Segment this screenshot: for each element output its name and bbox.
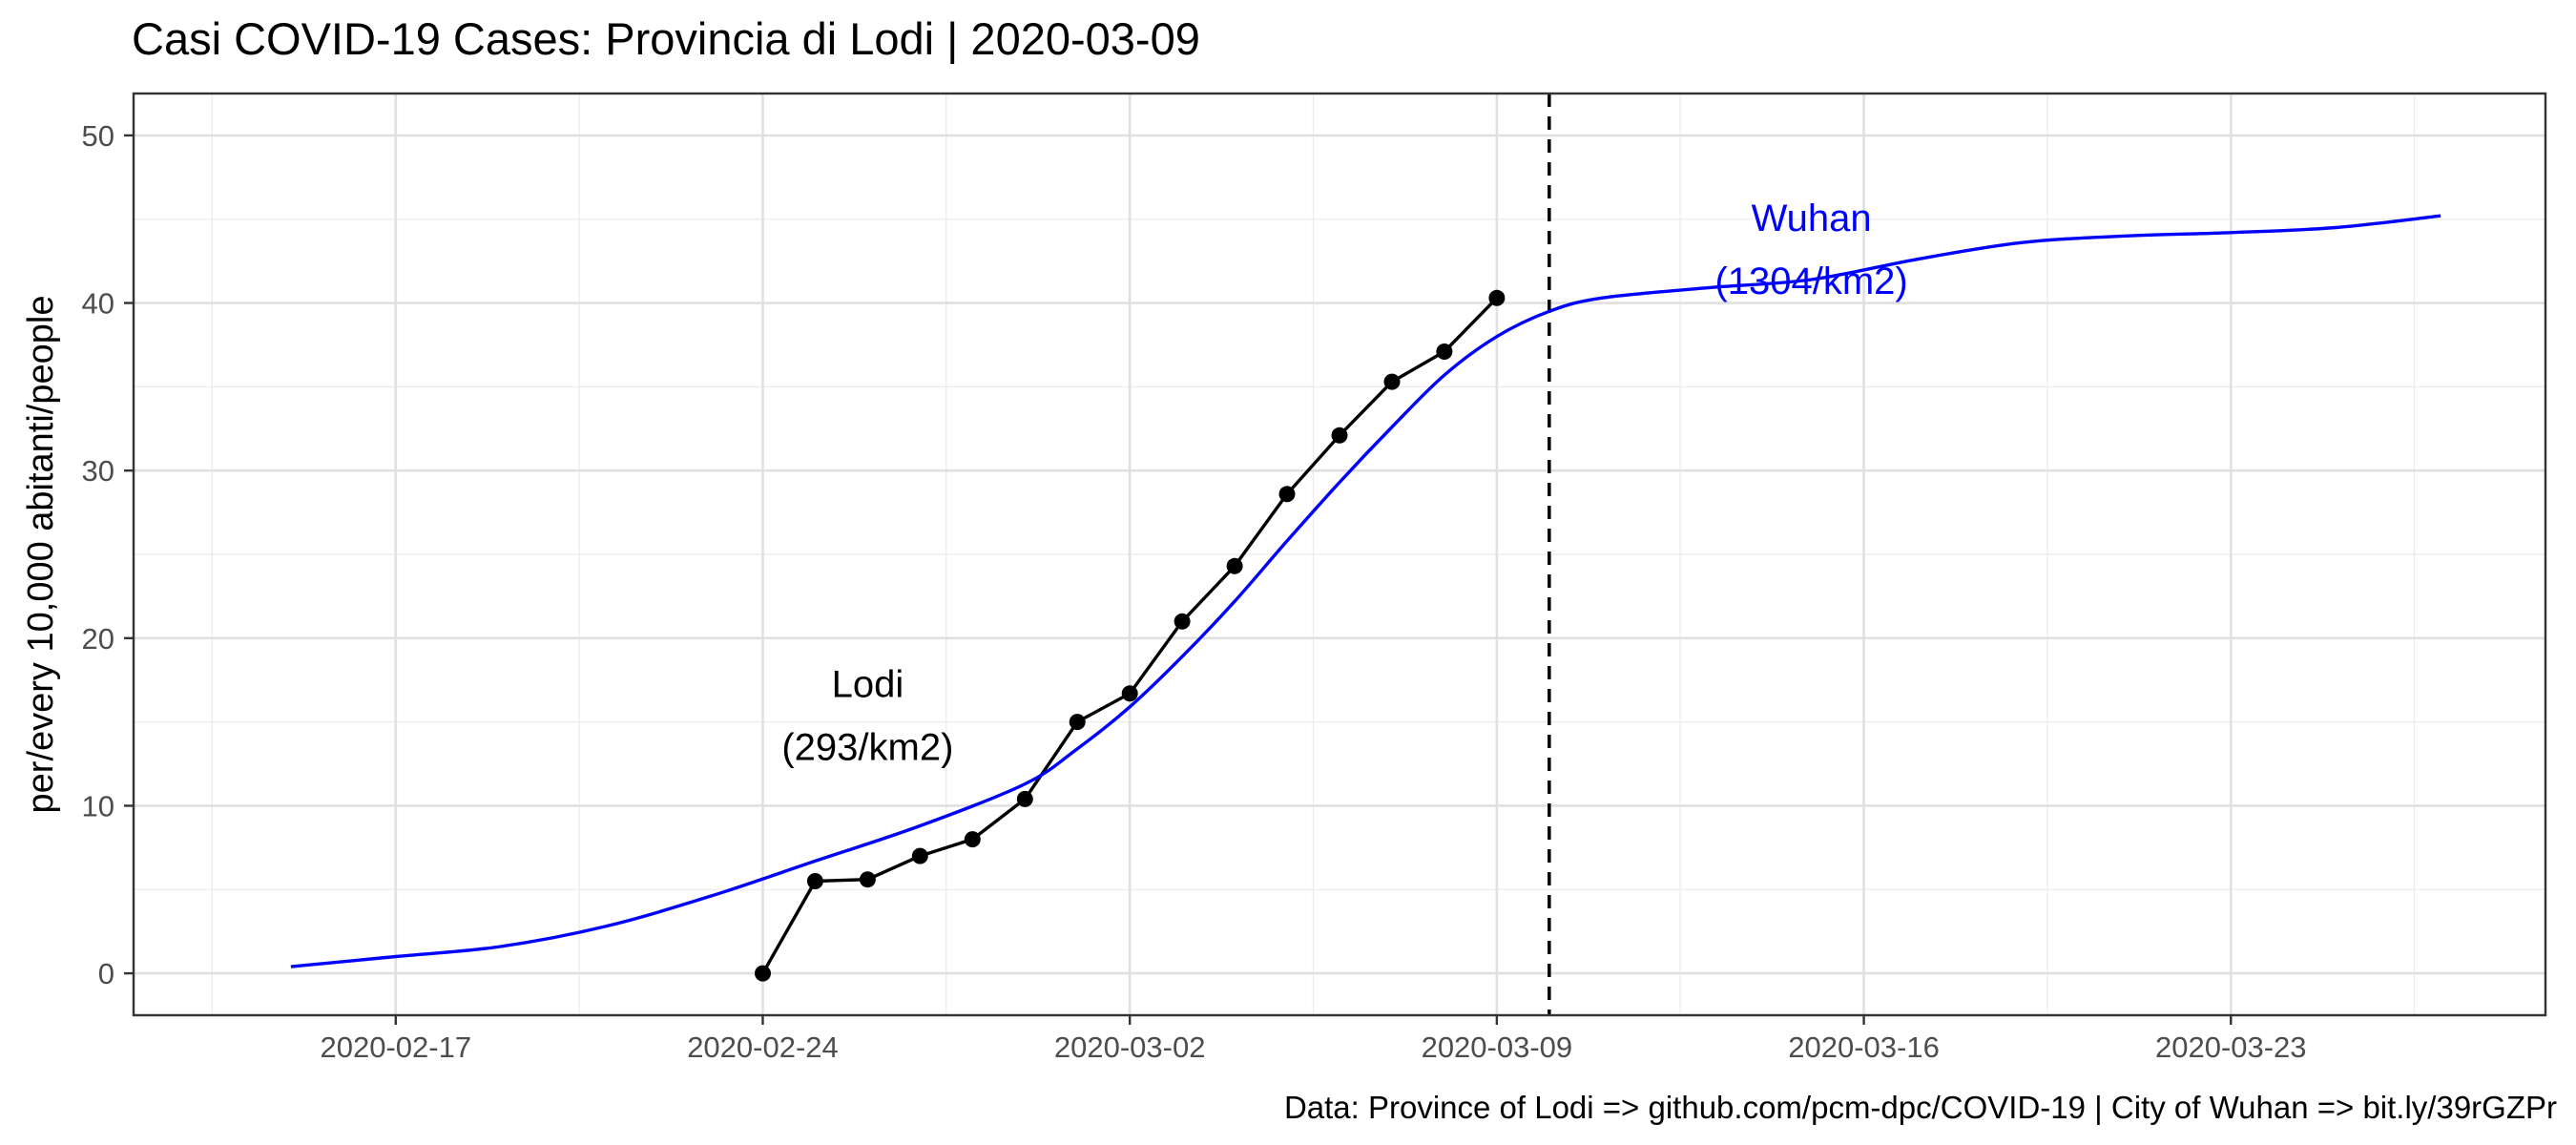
annotation-1-line-1: (1304/km2): [1714, 260, 1907, 302]
x-tick-label: 2020-02-24: [687, 1030, 839, 1064]
series-0-point: [1174, 613, 1191, 630]
plot-panel-border: [132, 92, 2547, 1017]
y-tick-label: 10: [82, 789, 114, 822]
y-tick-label: 20: [82, 622, 114, 656]
y-tick-label: 50: [82, 119, 114, 153]
x-tick-label: 2020-03-02: [1054, 1030, 1206, 1064]
series-0-point: [1331, 427, 1348, 444]
series-0-point: [1278, 486, 1296, 503]
series-0-point: [806, 873, 823, 889]
series-0-point: [859, 871, 876, 888]
series-0-point: [911, 847, 928, 864]
series-0-point: [1121, 685, 1138, 702]
y-axis: 0 10 20 30 40 50: [82, 119, 134, 990]
series-group: [290, 214, 2441, 982]
series-0-point: [1488, 289, 1506, 306]
x-tick-label: 2020-02-17: [320, 1030, 471, 1064]
chart-title: Casi COVID-19 Cases: Provincia di Lodi |…: [132, 13, 1200, 64]
x-axis: 2020-02-17 2020-02-24 2020-03-02 2020-03-09…: [320, 1015, 2307, 1064]
series-1-line: [290, 214, 2441, 968]
x-tick-label: 2020-03-09: [1422, 1030, 1573, 1064]
x-tick-label: 2020-03-23: [2155, 1030, 2307, 1064]
annotations: Lodi (293/km2) Wuhan (1304/km2): [781, 198, 1907, 768]
annotation-1-line-0: Wuhan: [1752, 198, 1872, 239]
annotation-0-line-0: Lodi: [832, 663, 904, 705]
series-0-point: [1226, 557, 1243, 574]
series-0-point: [1436, 344, 1453, 360]
series-0-point: [964, 831, 981, 848]
annotation-0-line-1: (293/km2): [781, 726, 953, 768]
series-0-point: [1016, 790, 1033, 807]
series-0-point: [1383, 373, 1401, 390]
chart-caption: Data: Province of Lodi => github.com/pcm…: [1284, 1090, 2557, 1125]
x-tick-label: 2020-03-16: [1788, 1030, 1940, 1064]
grid-lines: [134, 94, 2545, 1015]
series-0-point: [755, 965, 771, 982]
y-tick-label: 30: [82, 454, 114, 488]
series-0-point: [1069, 714, 1086, 731]
y-axis-label: per/every 10,000 abitanti/people: [21, 296, 61, 814]
y-tick-label: 40: [82, 287, 114, 321]
y-tick-label: 0: [98, 957, 114, 990]
